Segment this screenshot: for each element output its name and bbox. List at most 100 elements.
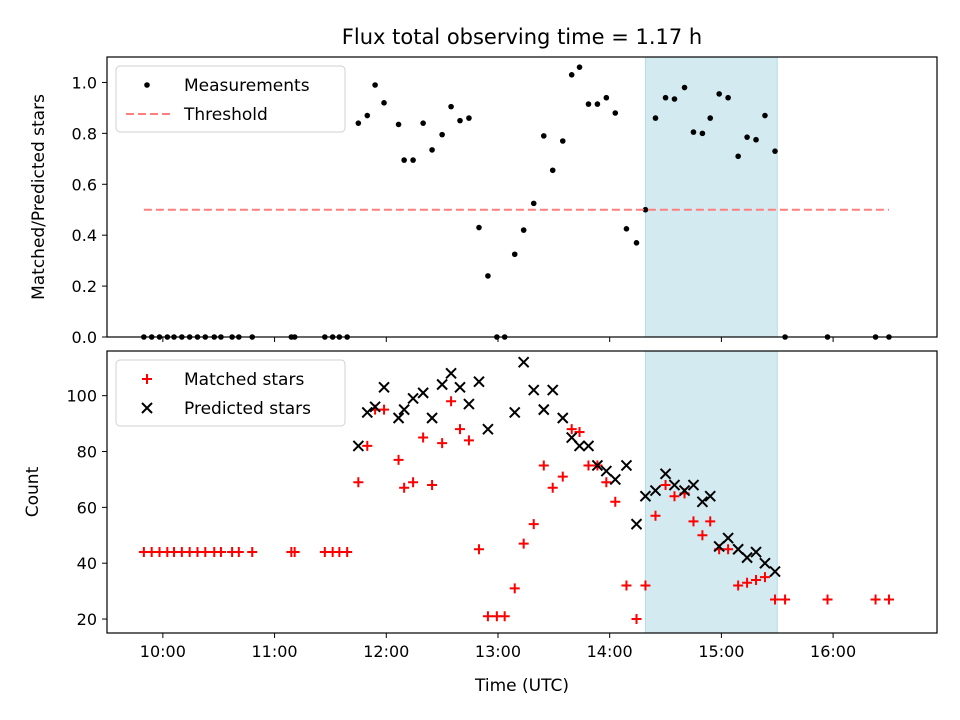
bottom-point-1-28 (630, 518, 643, 530)
bottom-point-1-11 (454, 381, 466, 394)
xtick-label-0: 10:00 (140, 642, 186, 661)
bottom-point-1-12 (463, 398, 475, 410)
top-legend-label-1: Threshold (183, 105, 268, 125)
top-point-0-34 (485, 273, 491, 279)
bottom-point-1-2 (369, 401, 381, 413)
bottom-point-0-69 (883, 594, 894, 605)
bottom-axes-frame (106, 350, 938, 634)
bottom-point-0-23 (379, 404, 390, 415)
top-point-0-47 (603, 94, 610, 101)
bottom-point-1-22 (573, 440, 586, 452)
count-panel: 10:00 11:00 12:00 13:00 14:00 15:00 16:00 20 40 6… (23, 350, 938, 696)
bottom-point-1-43 (769, 565, 781, 578)
bottom-point-0-45 (583, 460, 594, 471)
bottom-ytick-label-4: 100 (66, 387, 97, 406)
top-point-0-26 (410, 157, 416, 163)
top-point-0-38 (520, 227, 527, 233)
bottom-legend-label-1: Predicted stars (184, 399, 311, 419)
top-point-0-61 (735, 153, 741, 160)
top-point-0-32 (466, 115, 472, 121)
top-point-0-43 (568, 72, 575, 78)
xlabel: Time (UTC) (474, 676, 569, 696)
bottom-point-0-54 (669, 491, 680, 502)
bottom-point-1-7 (417, 387, 429, 399)
bottom-point-1-38 (722, 532, 734, 544)
top-point-0-31 (457, 117, 463, 124)
bottom-point-0-60 (723, 544, 734, 555)
top-point-0-24 (395, 121, 402, 128)
bottom-point-1-0 (352, 440, 365, 452)
bottom-point-0-12 (233, 547, 244, 558)
bottom-ytick-label-1: 40 (77, 554, 97, 573)
bottom-point-1-42 (759, 557, 771, 569)
bottom-point-1-32 (668, 479, 681, 491)
bottom-point-0-43 (566, 424, 577, 435)
bottom-point-0-67 (822, 594, 833, 605)
bottom-point-1-9 (436, 378, 448, 391)
bottom-point-1-41 (750, 546, 762, 558)
bottom-point-0-66 (780, 594, 791, 605)
bottom-point-1-6 (407, 392, 419, 405)
top-ytick-label-2: 0.4 (72, 226, 97, 245)
bottom-point-0-8 (200, 547, 211, 558)
top-point-0-58 (707, 115, 714, 121)
bottom-point-1-8 (426, 412, 438, 424)
top-point-0-52 (652, 115, 659, 121)
bottom-point-1-31 (659, 468, 672, 480)
bottom-legend-swatch-0 (142, 374, 152, 384)
bottom-point-0-51 (640, 580, 651, 591)
top-point-0-60 (725, 94, 731, 101)
bottom-point-0-57 (697, 530, 708, 541)
bottom-ytick-label-2: 60 (77, 498, 97, 517)
bottom-point-0-65 (770, 594, 781, 605)
bottom-point-1-3 (378, 381, 390, 394)
top-point-0-54 (671, 96, 678, 102)
bottom-point-0-20 (353, 477, 364, 488)
bottom-point-0-27 (418, 432, 429, 443)
bottom-point-1-27 (620, 459, 633, 472)
bottom-point-1-37 (713, 540, 725, 553)
top-point-0-39 (530, 200, 537, 207)
bottom-point-0-37 (509, 583, 520, 594)
bottom-point-0-42 (557, 471, 568, 482)
bottom-point-0-36 (499, 611, 510, 622)
xtick-label-4: 14:00 (587, 642, 633, 661)
top-observing-span (644, 56, 778, 338)
bottom-ytick-label-3: 80 (77, 443, 97, 462)
bottom-point-0-47 (601, 477, 612, 488)
xtick-label-6: 16:00 (810, 642, 856, 661)
bottom-point-1-4 (392, 412, 405, 424)
top-point-0-44 (576, 64, 583, 70)
top-point-0-63 (753, 136, 759, 143)
bottom-point-0-29 (437, 438, 448, 449)
top-point-0-30 (448, 103, 454, 110)
bottom-point-0-34 (482, 611, 493, 622)
bottom-point-0-64 (759, 572, 770, 583)
ratio-panel: 0.0 0.2 0.4 0.6 0.8 1.0 Matched/Predicted star… (29, 56, 938, 347)
bottom-point-1-26 (609, 473, 621, 486)
bottom-point-0-52 (650, 510, 661, 521)
bottom-point-1-40 (741, 551, 753, 564)
bottom-point-0-21 (362, 440, 373, 451)
top-point-0-53 (662, 94, 669, 101)
top-point-0-27 (420, 120, 426, 126)
bottom-point-1-14 (482, 423, 494, 435)
bottom-point-0-32 (463, 435, 474, 446)
bottom-series-0 (138, 396, 894, 625)
bottom-point-0-30 (446, 396, 457, 407)
bottom-point-0-56 (688, 516, 699, 527)
top-point-0-50 (633, 240, 640, 246)
bottom-point-1-29 (639, 490, 652, 502)
xtick-label-3: 13:00 (475, 642, 521, 661)
bottom-point-0-48 (610, 496, 621, 507)
figure-title: Flux total observing time = 1.17 h (342, 25, 702, 49)
top-ytick-label-1: 0.2 (72, 277, 97, 296)
top-point-0-64 (762, 112, 768, 119)
bottom-point-1-30 (649, 484, 662, 497)
top-point-0-59 (716, 91, 722, 97)
bottom-point-0-38 (518, 538, 529, 549)
bottom-point-0-10 (215, 547, 226, 558)
bottom-point-0-33 (473, 544, 484, 555)
bottom-point-0-31 (455, 424, 466, 435)
top-point-0-57 (699, 130, 706, 137)
